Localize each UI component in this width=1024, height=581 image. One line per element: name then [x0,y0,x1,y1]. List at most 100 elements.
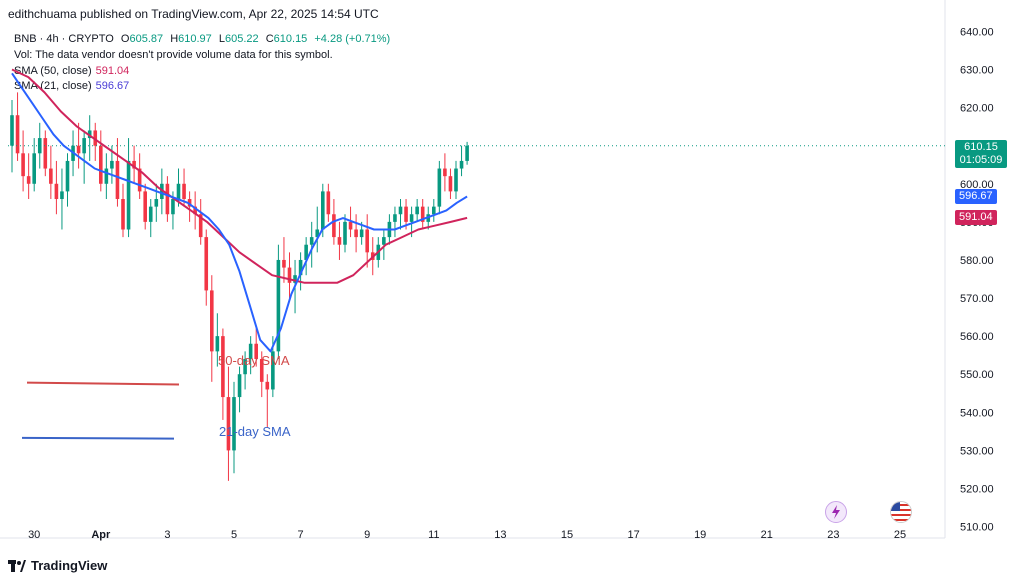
legend-low-label: L [218,33,225,45]
price-tick-label: 620.00 [960,103,994,115]
price-axis: 640.00630.00620.00610.00600.00590.00580.… [960,26,994,533]
sma21-price-badge: 596.67 [955,189,997,204]
candle-body [193,206,197,215]
candle-body [32,153,36,184]
candle-body [171,199,175,215]
candle-body [459,160,464,169]
candle-body [321,191,325,230]
legend-high-value: 610.97 [178,33,212,45]
legend-sma50-label: SMA (50, close) [14,65,92,77]
sma50-annotation-line [21,381,180,440]
candle-body [420,206,425,222]
candle-body [237,374,242,398]
candle-body [404,206,408,222]
price-tick-label: 560.00 [960,331,994,343]
candle-body [437,168,442,207]
candlesticks [8,92,945,481]
candle-body [10,115,14,146]
time-tick-label: 21 [761,529,773,541]
last-price-badge: 610.15 01:05:09 [955,140,1007,168]
time-tick-label: 23 [827,529,839,541]
candle-body [393,214,397,222]
legend-low-value: 605.22 [224,33,259,45]
tradingview-branding[interactable]: TradingView [8,558,107,573]
candle-body [104,168,109,184]
sma50-price-badge: 591.04 [955,210,997,225]
candle-body [204,237,209,291]
tradingview-logo-icon [8,559,26,572]
legend-sma50-value: 591.04 [95,65,130,77]
legend-sma21-row[interactable]: SMA (21, close) 596.67 [14,80,133,92]
time-tick-label: 11 [428,529,439,541]
candle-body [215,336,220,352]
candle-body [126,160,131,230]
legend-volume-note: Vol: The data vendor doesn't provide vol… [14,49,333,61]
candle-body [432,206,436,215]
price-tick-label: 530.00 [960,445,994,457]
legend-sma50-row[interactable]: SMA (50, close) 591.04 [14,65,133,77]
candle-body [71,145,75,161]
candle-body [326,191,331,215]
candle-body [198,214,203,238]
price-tick-label: 640.00 [960,26,994,38]
time-tick-label: Apr [91,529,111,541]
candle-body [65,160,70,192]
us-flag-icon[interactable] [890,501,912,523]
candle-body [176,183,181,200]
candle-body [376,244,381,260]
legend-change: +4.28 (+0.71%) [314,33,391,45]
time-tick-label: 9 [364,529,370,541]
candle-countdown: 01:05:09 [959,154,1003,166]
legend-high-label: H [170,33,179,45]
candle-body [298,259,303,276]
candle-body [265,381,270,390]
candle-body [148,206,153,222]
candle-body [37,138,42,154]
candle-body [448,176,453,192]
time-tick-label: 17 [627,529,639,541]
candle-body [154,199,159,207]
chart-grid [0,0,946,539]
candle-body [398,206,403,215]
candle-body [409,214,414,222]
candle-body [382,237,386,245]
sma50-line [11,68,468,284]
time-tick-label: 5 [231,529,237,541]
candle-body [359,229,364,238]
candle-body [132,160,136,169]
candle-body [287,267,292,283]
candle-body [426,214,431,222]
candle-body [187,199,192,207]
time-tick-label: 30 [28,529,40,541]
time-axis: 30 Apr 3 5 7 9 11 13 15 17 19 21 23 25 [28,529,906,541]
legend-open-value: 605.87 [129,33,164,45]
candle-body [282,259,286,268]
candle-body [76,145,81,154]
candle-body [26,176,31,184]
price-tick-label: 520.00 [960,483,994,495]
candle-body [182,183,186,200]
legend-sma21-label: SMA (21, close) [14,80,92,92]
candle-body [60,191,64,200]
candle-body [54,183,59,200]
events-lightning-icon[interactable] [825,501,847,523]
time-tick-label: 15 [561,529,573,541]
candle-body [293,275,297,283]
candle-body [309,237,314,245]
sma21-line [11,72,468,353]
time-tick-label: 7 [298,529,304,541]
candle-body [415,206,419,215]
candle-body [332,214,336,238]
candle-body [315,229,320,238]
legend-open-label: O [120,33,130,45]
time-tick-label: 25 [894,529,906,541]
header-publisher: edithchuama published on TradingView.com… [8,7,379,21]
legend-symbol[interactable]: BNB · 4h · CRYPTO [14,33,114,45]
last-price-value: 610.15 [964,141,998,153]
candle-body [160,183,164,200]
price-tick-label: 550.00 [960,369,994,381]
candle-body [115,160,120,200]
candle-body [43,138,48,169]
candle-body [354,229,358,238]
